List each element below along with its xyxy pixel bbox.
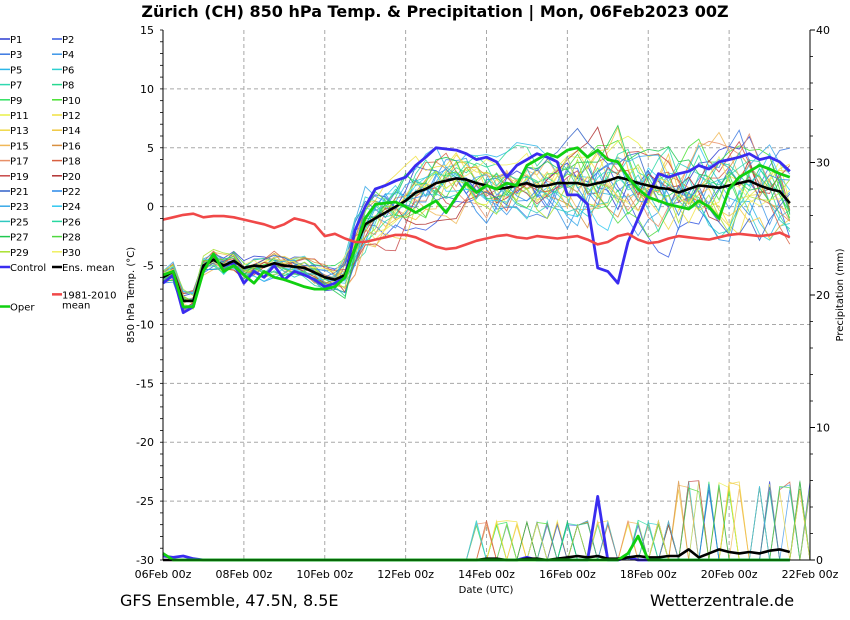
legend-label: P4 — [62, 50, 74, 61]
legend-label: P17 — [10, 157, 29, 168]
y2-axis-label: Precipitation (mm) — [835, 248, 846, 341]
x-tick-label: 14Feb 00z — [458, 568, 515, 581]
footer-right: Wetterzentrale.de — [650, 591, 794, 610]
y-tick-label: -15 — [136, 377, 154, 390]
legend-label: P14 — [62, 126, 81, 137]
legend-label: Oper — [10, 303, 35, 314]
series-line-ens-mean — [162, 175, 791, 303]
legend-label: P15 — [10, 141, 29, 152]
legend-label: P29 — [10, 248, 29, 259]
y2-tick-label: 40 — [816, 24, 830, 37]
legend-label: P18 — [62, 157, 81, 168]
grid — [163, 30, 810, 560]
legend-label: P22 — [62, 187, 81, 198]
member-line-p20 — [162, 126, 791, 310]
member-line-p25 — [162, 151, 791, 307]
y-tick-label: 0 — [147, 201, 154, 214]
main-series — [162, 146, 791, 562]
legend-label: P5 — [10, 65, 22, 76]
legend-label: P28 — [62, 233, 81, 244]
legend-label: P3 — [10, 50, 22, 61]
legend-label: P11 — [10, 111, 29, 122]
legend-label: P12 — [62, 111, 81, 122]
legend-label: 1981-2010 mean — [62, 290, 117, 311]
member-line-p26 — [162, 146, 791, 308]
y-tick-label: 5 — [147, 142, 154, 155]
legend-label: P8 — [62, 81, 74, 92]
y-axis-label: 850 hPa Temp. (°C) — [126, 247, 137, 343]
series-line-oper — [162, 146, 791, 309]
legend-label: P10 — [62, 96, 81, 107]
legend-label: P30 — [62, 248, 81, 259]
legend-label: P9 — [10, 96, 22, 107]
x-tick-label: 06Feb 00z — [135, 568, 192, 581]
legend-label: P1 — [10, 35, 22, 46]
member-line-p12 — [162, 150, 790, 310]
x-tick-label: 20Feb 00z — [701, 568, 758, 581]
member-line-p23 — [162, 144, 791, 293]
y-tick-label: -25 — [136, 495, 154, 508]
y-tick-label: 15 — [140, 24, 154, 37]
axes: 06Feb 00z 08Feb 00z 10Feb 00z 12Feb 00z 14Fe… — [135, 24, 839, 581]
legend-label: Control — [10, 263, 46, 274]
x-tick-label: 08Feb 00z — [216, 568, 273, 581]
legend-label: P6 — [62, 65, 74, 76]
member-line-p22 — [162, 155, 790, 310]
y2-tick-label: 30 — [816, 157, 830, 170]
x-tick-label: 10Feb 00z — [296, 568, 353, 581]
legend-label: P24 — [62, 202, 81, 213]
y2-tick-label: 0 — [816, 554, 823, 567]
x-tick-label: 18Feb 00z — [620, 568, 677, 581]
y-tick-label: -20 — [136, 436, 154, 449]
legend-label: P19 — [10, 172, 29, 183]
x-tick-label: 22Feb 00z — [782, 568, 839, 581]
member-line-p30 — [162, 152, 791, 308]
x-tick-label: 16Feb 00z — [539, 568, 596, 581]
legend-label: P2 — [62, 35, 74, 46]
legend-label: P20 — [62, 172, 81, 183]
legend-label: P27 — [10, 233, 29, 244]
x-tick-label: 12Feb 00z — [377, 568, 434, 581]
legend-label: P7 — [10, 81, 22, 92]
legend-label: P16 — [62, 141, 81, 152]
footer-left: GFS Ensemble, 47.5N, 8.5E — [120, 591, 339, 610]
y2-tick-label: 20 — [816, 289, 830, 302]
legend-label: P21 — [10, 187, 29, 198]
member-line-p16 — [162, 152, 791, 312]
x-axis-label: Date (UTC) — [459, 585, 514, 596]
legend-label: P25 — [10, 217, 29, 228]
chart-title: Zürich (CH) 850 hPa Temp. & Precipitatio… — [141, 2, 728, 22]
y2-tick-label: 10 — [816, 422, 830, 435]
y-tick-label: 10 — [140, 83, 154, 96]
member-line-p19 — [162, 140, 791, 295]
member-line-p29 — [162, 158, 791, 297]
y-tick-label: -5 — [143, 260, 154, 273]
legend-label: P23 — [10, 202, 29, 213]
y-tick-label: -10 — [136, 318, 154, 331]
legend-label: P26 — [62, 217, 81, 228]
legend: P1 P2 P3 P4 P5 P6 P7 P8 P9 P10 P11 P12 P13 P14 P15 P16 P… — [0, 35, 117, 314]
legend-label: P13 — [10, 126, 29, 137]
y-tick-label: -30 — [136, 554, 154, 567]
legend-label: Ens. mean — [62, 263, 115, 274]
series-line-1981-2010-mean — [162, 212, 791, 251]
